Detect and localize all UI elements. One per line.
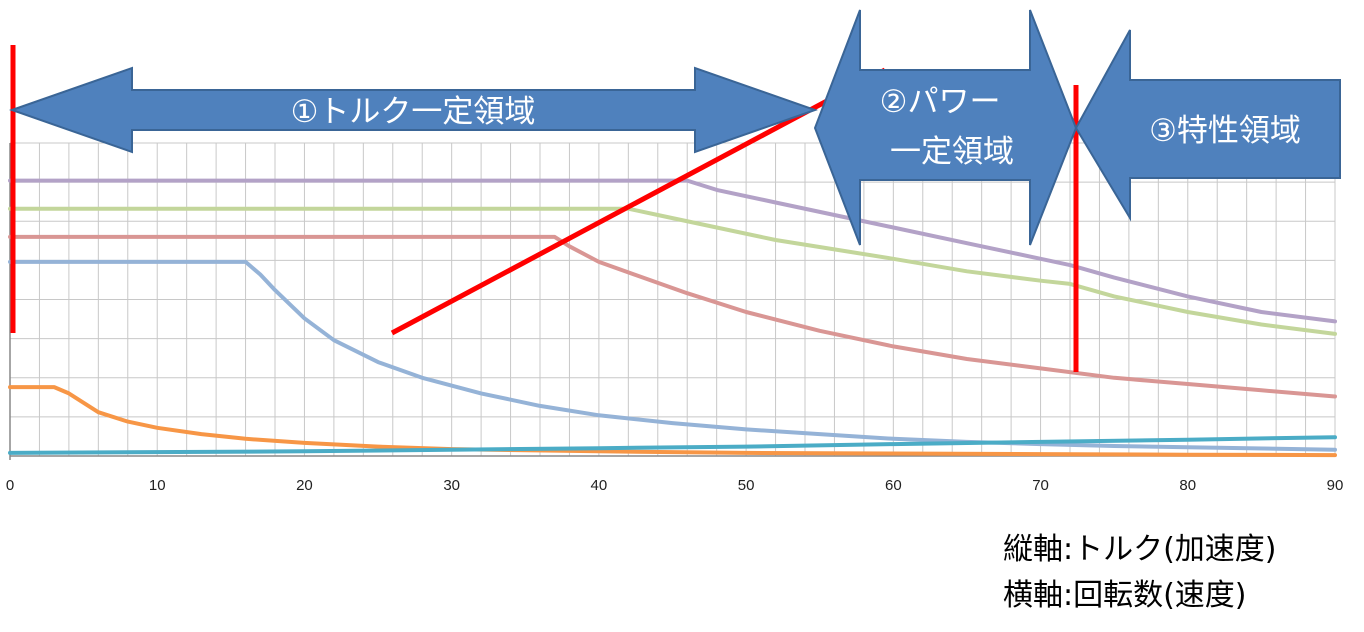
series-line-6	[8, 435, 1337, 455]
x-tick-label: 50	[738, 477, 755, 494]
x-tick-label: 90	[1327, 477, 1344, 494]
horizontal-axis-note: 横軸:回転数(速度)	[1003, 578, 1247, 613]
x-tick-label: 60	[885, 477, 902, 494]
x-tick-label: 0	[6, 477, 14, 494]
characteristic-region-label: ③特性領域	[1149, 113, 1301, 149]
series-line-2	[8, 206, 1337, 336]
series-line-1	[8, 178, 1337, 324]
constant-power-label-line2: 一定領域	[890, 134, 1014, 170]
x-axis-ticks: 0 10 20 30 40 50 60 70 80 90	[6, 477, 1344, 494]
constant-power-arrow	[813, 9, 1078, 246]
constant-torque-arrow	[8, 66, 819, 154]
x-tick-label: 40	[591, 477, 608, 494]
constant-torque-label: ①トルク一定領域	[291, 94, 536, 130]
constant-power-label: ②パワー 一定領域	[880, 84, 1014, 170]
characteristic-region-arrow	[1074, 29, 1341, 222]
x-tick-label: 10	[149, 477, 166, 494]
x-tick-label: 20	[296, 477, 313, 494]
x-tick-label: 30	[443, 477, 460, 494]
vertical-axis-note: 縦軸:トルク(加速度)	[1003, 532, 1277, 567]
series-line-5	[8, 385, 1337, 458]
x-tick-label: 70	[1032, 477, 1049, 494]
constant-power-label-line1: ②パワー	[880, 84, 1001, 120]
series-line-3	[8, 234, 1337, 399]
chart-series	[8, 178, 1337, 458]
x-tick-label: 80	[1179, 477, 1196, 494]
